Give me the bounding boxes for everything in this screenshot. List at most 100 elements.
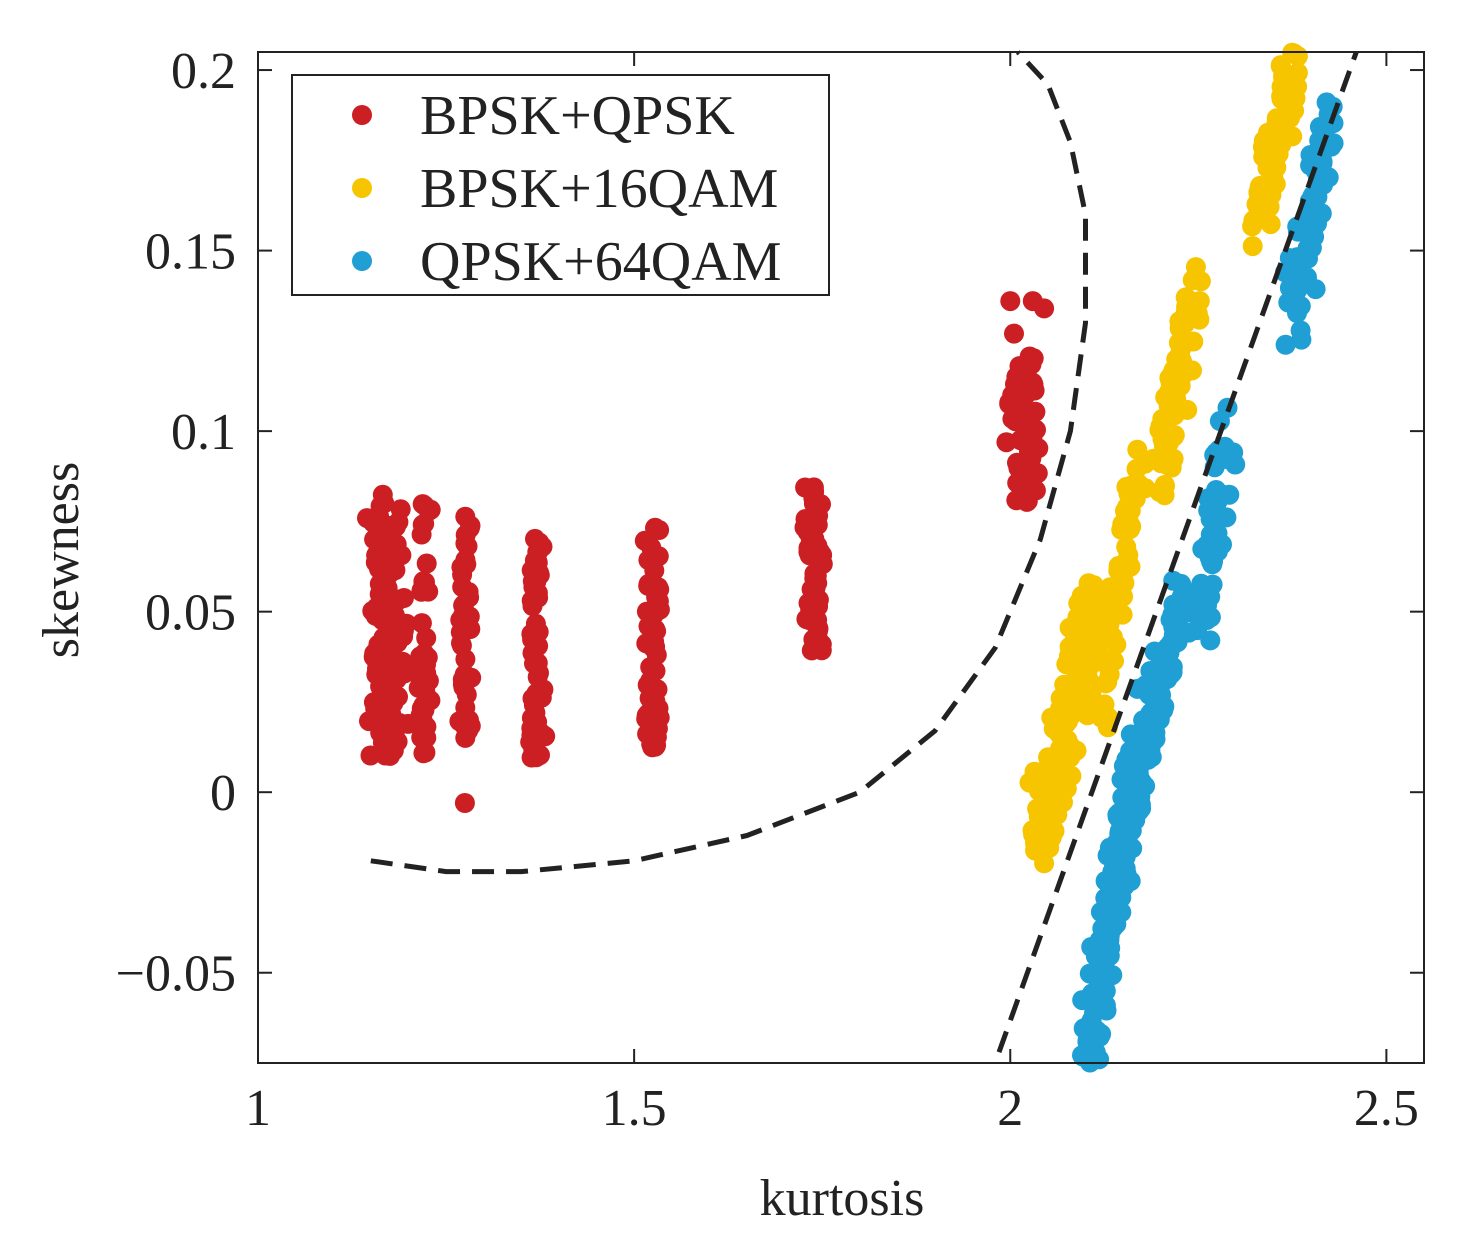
data-point (522, 643, 543, 664)
data-point (1114, 875, 1135, 896)
data-point (639, 688, 660, 709)
data-point (370, 658, 390, 678)
data-point (1102, 627, 1123, 647)
data-point (1034, 853, 1055, 874)
data-point (1030, 829, 1051, 849)
data-point (1015, 451, 1036, 472)
data-point (382, 530, 403, 551)
data-point (1256, 149, 1277, 170)
data-point (1149, 683, 1170, 704)
data-point (1305, 279, 1326, 300)
data-point (458, 720, 479, 741)
data-point (1170, 344, 1190, 365)
data-point (649, 707, 670, 728)
data-point (639, 616, 660, 637)
data-point (524, 550, 545, 571)
data-point (381, 594, 401, 615)
legend-marker (352, 178, 372, 198)
data-point (812, 554, 833, 574)
data-point (461, 667, 482, 688)
data-point (457, 587, 478, 608)
data-point (410, 705, 431, 726)
data-point (1192, 579, 1213, 600)
x-axis-label: kurtosis (760, 1170, 925, 1227)
data-point (1164, 405, 1185, 426)
series-bpsk-16qam (1019, 42, 1308, 874)
data-point (1079, 987, 1100, 1008)
data-point (1275, 334, 1296, 355)
data-point (1161, 664, 1181, 685)
data-point (1290, 296, 1311, 317)
data-point (1215, 448, 1236, 469)
data-point (1309, 116, 1330, 137)
data-point (372, 683, 393, 703)
data-point (1190, 271, 1211, 292)
data-point (1116, 781, 1137, 802)
data-point (1097, 944, 1118, 965)
data-point (1141, 728, 1162, 749)
data-point (1175, 287, 1196, 308)
data-point (1133, 710, 1154, 731)
data-point (1097, 717, 1118, 738)
data-point (1064, 676, 1085, 697)
data-point (1242, 236, 1263, 257)
plot-frame (257, 51, 1425, 1064)
y-tick-label: −0.05 (116, 946, 236, 1003)
data-point (646, 727, 667, 748)
data-point (804, 481, 825, 502)
data-point (1096, 912, 1117, 932)
data-point (1120, 556, 1141, 577)
linear-boundary (996, 51, 1359, 1054)
data-points-layer (357, 42, 1344, 1073)
data-point (1103, 651, 1124, 672)
data-point (1141, 747, 1162, 768)
y-tick-label: 0.05 (145, 585, 236, 642)
x-tick-label: 1 (245, 1080, 271, 1137)
data-point (811, 640, 832, 661)
data-point (1104, 604, 1125, 625)
data-point (1152, 700, 1173, 721)
data-point (527, 667, 548, 687)
data-point (1306, 183, 1327, 204)
data-point (459, 518, 480, 539)
data-point (1105, 853, 1126, 874)
data-point (415, 742, 436, 763)
data-point (1284, 43, 1304, 64)
data-point (1159, 382, 1179, 402)
data-point (1135, 776, 1156, 797)
data-point (1266, 108, 1287, 129)
data-point (800, 599, 821, 620)
data-point (648, 591, 669, 612)
data-point (373, 726, 394, 747)
data-point (1004, 323, 1024, 344)
data-point (1083, 1045, 1104, 1066)
data-point (1271, 134, 1292, 155)
data-point (1094, 694, 1115, 715)
data-point (370, 496, 391, 516)
data-point (413, 571, 434, 592)
data-point (528, 621, 549, 642)
legend-entry: BPSK+QPSK (352, 85, 735, 147)
data-point (1005, 374, 1025, 395)
data-point (384, 625, 405, 646)
data-point (1287, 280, 1308, 300)
data-point (1024, 761, 1045, 782)
y-tick-label: 0.15 (145, 224, 236, 281)
curved-boundary (370, 50, 1088, 875)
data-point (1122, 807, 1143, 828)
data-point (807, 496, 828, 517)
data-point (1206, 501, 1227, 522)
y-tick-label: 0 (210, 765, 236, 822)
data-point (1037, 803, 1058, 824)
y-tick-label: 0.2 (171, 43, 236, 100)
legend-label: BPSK+16QAM (420, 158, 778, 220)
data-point (996, 432, 1017, 453)
data-point (1300, 145, 1321, 165)
data-point (1091, 1024, 1112, 1044)
x-tick-label: 2 (997, 1080, 1023, 1137)
data-point (456, 684, 477, 705)
axes: 1 1.5 2 2.5 −0.05 0 0.05 0.1 0.15 0.2 (116, 43, 1425, 1137)
data-point (1097, 672, 1118, 692)
data-point (1006, 390, 1027, 411)
data-point (1196, 535, 1217, 556)
